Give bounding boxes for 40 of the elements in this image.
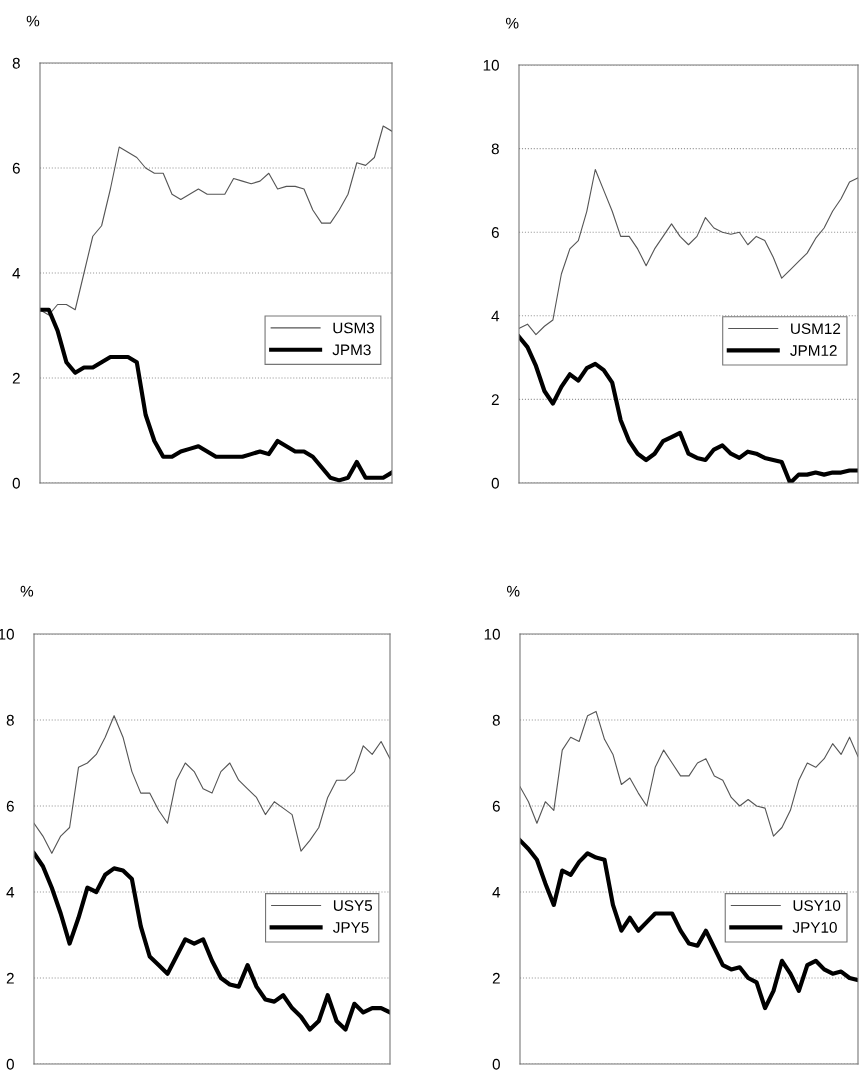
y-tick-label: 6 <box>6 800 14 812</box>
legend-label: USM12 <box>791 323 841 335</box>
y-tick-label: 8 <box>492 714 500 726</box>
legend-label: JPY10 <box>792 922 837 933</box>
legend-label: USY5 <box>333 900 373 911</box>
y-axis-title: % <box>505 17 519 29</box>
y-tick-label: 4 <box>492 887 501 898</box>
line-series <box>520 710 858 837</box>
y-tick-label: 6 <box>492 800 500 812</box>
y-tick-label: 2 <box>491 394 499 405</box>
y-tick-label: 0 <box>491 477 499 489</box>
y-tick-label: 0 <box>12 477 20 489</box>
line-series <box>520 838 858 1011</box>
y-tick-label: 2 <box>6 972 14 984</box>
y-tick-label: 4 <box>12 268 21 279</box>
legend-label: JPM3 <box>332 344 371 356</box>
y-axis-title: % <box>20 585 34 597</box>
y-tick-label: 4 <box>6 887 15 898</box>
y-tick-label: 4 <box>491 310 500 322</box>
y-tick-label: 2 <box>12 372 20 384</box>
y-tick-label: 2 <box>492 972 500 984</box>
y-tick-label: 8 <box>12 57 20 69</box>
legend-label: USY10 <box>793 900 841 911</box>
y-axis-title: % <box>506 585 520 597</box>
legend-label: JPY5 <box>333 922 369 933</box>
line-series <box>34 715 390 854</box>
y-tick-label: 10 <box>484 628 500 640</box>
line-series <box>34 851 390 1032</box>
y-tick-label: 6 <box>491 227 499 238</box>
line-series <box>519 168 858 336</box>
legend-label: USM3 <box>333 322 375 334</box>
y-tick-label: 8 <box>491 143 499 155</box>
line-series <box>40 125 392 316</box>
y-tick-label: 0 <box>6 1058 14 1070</box>
y-axis-title: % <box>26 15 40 27</box>
y-tick-label: 8 <box>6 714 14 726</box>
y-tick-label: 10 <box>483 59 499 71</box>
y-tick-label: 0 <box>492 1058 500 1070</box>
y-tick-label: 6 <box>12 162 20 174</box>
legend-label: JPM12 <box>790 345 837 356</box>
